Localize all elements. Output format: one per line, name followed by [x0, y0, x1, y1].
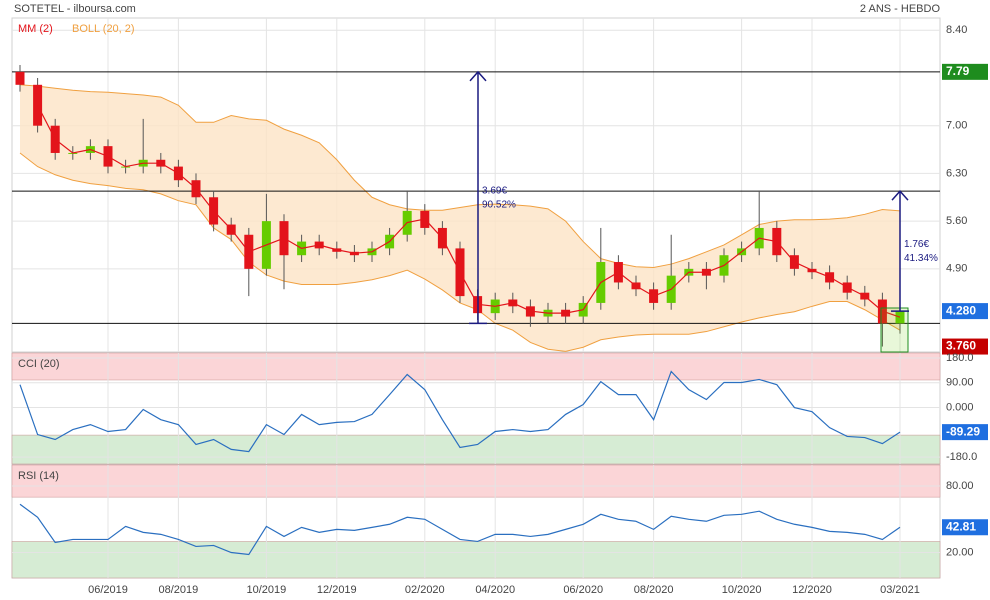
- x-tick-label: 08/2020: [634, 584, 674, 596]
- indicator-band: [11, 352, 941, 381]
- moving-average: [37, 104, 901, 318]
- legend-entry: MM (2): [18, 23, 53, 35]
- x-tick-label: 08/2019: [159, 584, 199, 596]
- zoom-box: [880, 307, 909, 353]
- x-tick-label: 10/2019: [247, 584, 287, 596]
- price-tag-label: 7.79: [946, 64, 970, 78]
- price-tag-label: 4.280: [946, 303, 976, 317]
- price-tag-label: -89.29: [946, 424, 980, 438]
- x-tick-label: 10/2020: [722, 584, 762, 596]
- indicator-band: [11, 434, 941, 465]
- chart-title: SOTETEL - ilboursa.com: [14, 3, 136, 15]
- x-tick-label: 04/2020: [475, 584, 515, 596]
- measure-label: 3.69€: [482, 185, 507, 196]
- measure-label: 41.34%: [904, 253, 938, 264]
- indicator-band: [11, 541, 941, 579]
- y-tick-label: 8.40: [946, 24, 967, 36]
- measure-label: 90.52%: [482, 199, 516, 210]
- price-tag: [942, 519, 988, 536]
- y-tick-label: 0.000: [946, 401, 974, 413]
- y-tick-label: 5.60: [946, 215, 967, 227]
- measure-label: 1.76€: [904, 239, 929, 250]
- arrow-head: [469, 70, 487, 82]
- y-tick-label: 80.00: [946, 480, 974, 492]
- indicator-line: [19, 370, 901, 453]
- indicator-line: [19, 503, 901, 556]
- price-tag: [942, 63, 988, 80]
- y-tick-label: 6.30: [946, 167, 967, 179]
- legend-entry: BOLL (20, 2): [72, 23, 135, 35]
- x-tick-label: 03/2021: [880, 584, 920, 596]
- bollinger-area: [20, 84, 900, 352]
- indicator-band: [11, 464, 941, 498]
- panel-title: RSI (14): [18, 470, 59, 482]
- panel-title: CCI (20): [18, 358, 60, 370]
- period-label: 2 ANS - HEBDO: [860, 3, 941, 15]
- y-tick-label: 180.0: [946, 352, 974, 364]
- x-tick-label: 02/2020: [405, 584, 445, 596]
- y-tick-label: 20.00: [946, 546, 974, 558]
- x-tick-label: 06/2020: [563, 584, 603, 596]
- x-tick-label: 12/2019: [317, 584, 357, 596]
- bollinger-upper: [19, 84, 901, 268]
- x-tick-label: 12/2020: [792, 584, 832, 596]
- x-tick-label: 06/2019: [88, 584, 128, 596]
- price-tag: [942, 424, 988, 441]
- price-tag: [942, 303, 988, 320]
- candle-body: [895, 311, 905, 324]
- price-tag-label: 42.81: [946, 519, 976, 533]
- y-tick-label: -180.0: [946, 451, 977, 463]
- y-tick-label: 7.00: [946, 120, 967, 132]
- candle-body: [15, 71, 25, 85]
- price-tag-label: 3.760: [946, 339, 976, 353]
- y-tick-label: 90.00: [946, 377, 974, 389]
- y-tick-label: 4.90: [946, 263, 967, 275]
- arrow-head: [891, 190, 909, 201]
- price-tag: [942, 338, 988, 355]
